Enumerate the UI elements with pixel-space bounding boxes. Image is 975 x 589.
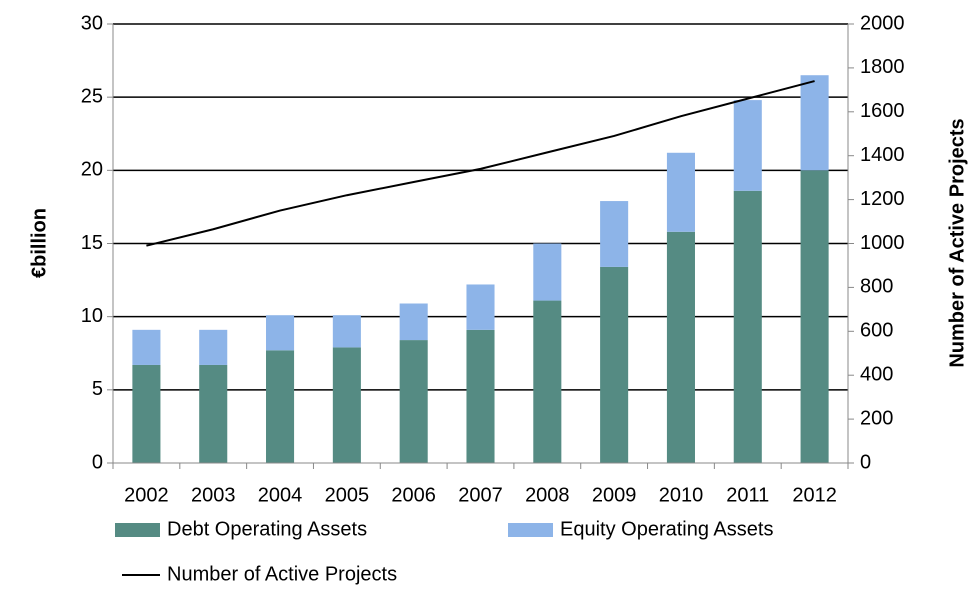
bar <box>332 347 361 463</box>
bar <box>800 170 829 464</box>
y2-tick-label: 1800 <box>860 56 905 78</box>
y2-tick-label: 200 <box>860 407 893 429</box>
y-tick-label: 5 <box>92 378 103 400</box>
y2-tick-label: 1000 <box>860 232 905 254</box>
y2-tick-label: 800 <box>860 276 893 298</box>
x-tick-label: 2002 <box>124 484 169 506</box>
y2-tick-label: 1400 <box>860 144 905 166</box>
x-tick-label: 2009 <box>592 484 637 506</box>
legend-label: Number of Active Projects <box>167 563 397 585</box>
y2-axis-label: Number of Active Projects <box>946 118 968 367</box>
y-tick-label: 25 <box>81 85 103 107</box>
bar <box>199 329 228 365</box>
y2-tick-label: 1200 <box>860 188 905 210</box>
bar <box>600 201 629 267</box>
y-tick-label: 20 <box>81 159 103 181</box>
legend-label: Equity Operating Assets <box>560 518 773 540</box>
bar <box>266 350 295 463</box>
bar <box>666 152 695 232</box>
x-tick-label: 2012 <box>792 484 837 506</box>
y-tick-label: 0 <box>92 451 103 473</box>
bar <box>800 75 829 171</box>
bar <box>666 231 695 463</box>
bar <box>399 303 428 341</box>
line-series <box>146 80 815 247</box>
legend-label: Debt Operating Assets <box>167 518 367 540</box>
x-tick-label: 2007 <box>458 484 503 506</box>
bar <box>533 243 562 301</box>
y2-tick-label: 2000 <box>860 12 905 34</box>
x-tick-label: 2011 <box>726 484 769 506</box>
y2-tick-label: 600 <box>860 320 893 342</box>
bar <box>199 364 228 463</box>
bar <box>266 315 295 351</box>
bar <box>533 300 562 463</box>
bar <box>466 284 495 330</box>
x-tick-label: 2008 <box>525 484 570 506</box>
y-tick-label: 10 <box>81 305 103 327</box>
x-tick-label: 2005 <box>325 484 370 506</box>
bar <box>332 315 361 348</box>
y-axis-label: €billion <box>28 208 50 278</box>
x-tick-label: 2003 <box>191 484 236 506</box>
bar <box>399 340 428 463</box>
x-tick-label: 2006 <box>391 484 436 506</box>
bar <box>132 329 161 365</box>
y-tick-label: 30 <box>81 12 103 34</box>
x-tick-label: 2004 <box>258 484 303 506</box>
y2-tick-label: 400 <box>860 363 893 385</box>
x-tick-label: 2010 <box>659 484 704 506</box>
legend-swatch <box>115 523 160 537</box>
y-tick-label: 15 <box>81 232 103 254</box>
bar <box>132 364 161 463</box>
bar <box>733 190 762 463</box>
bar <box>466 329 495 463</box>
bar <box>600 266 629 463</box>
bar <box>733 100 762 191</box>
y2-tick-label: 0 <box>860 451 871 473</box>
y2-tick-label: 1600 <box>860 100 905 122</box>
legend-swatch <box>508 523 553 537</box>
